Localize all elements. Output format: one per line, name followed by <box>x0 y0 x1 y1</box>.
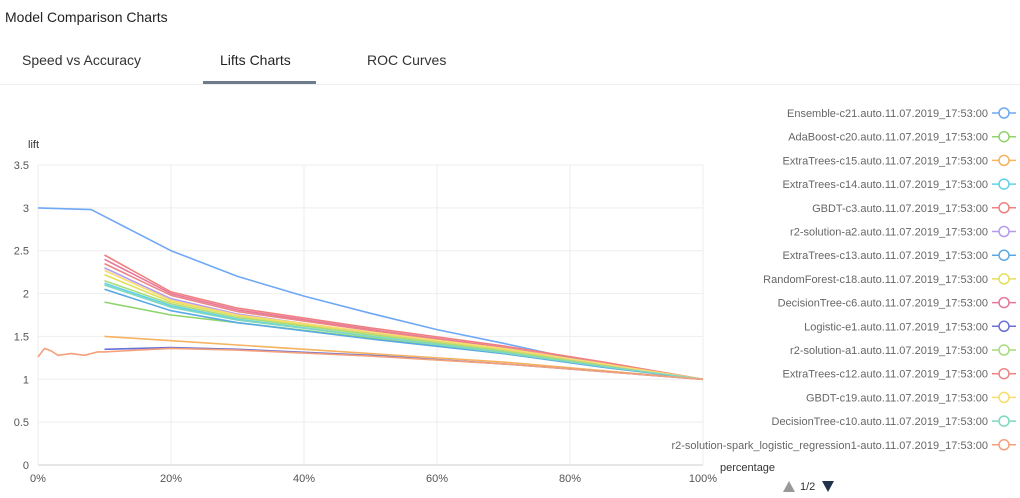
series-line-5 <box>104 254 704 381</box>
series-line-6 <box>104 267 704 381</box>
legend-item-label: DecisionTree-c10.auto.11.07.2019_17:53:0… <box>772 416 989 428</box>
legend-marker-icon[interactable] <box>998 249 1010 261</box>
chart-tabs: Speed vs Accuracy Lifts Charts ROC Curve… <box>0 40 1020 85</box>
page-up-icon[interactable] <box>783 481 795 492</box>
legend-item-label: RandomForest-c18.auto.11.07.2019_17:53:0… <box>763 274 988 286</box>
legend-item-label: r2-solution-a2.auto.11.07.2019_17:53:00 <box>790 227 988 239</box>
legend-marker-icon[interactable] <box>998 178 1010 190</box>
legend-item-label: Logistic-e1.auto.11.07.2019_17:53:00 <box>804 321 988 333</box>
x-tick-label: 20% <box>160 473 182 485</box>
series-line-14 <box>104 284 704 381</box>
x-tick-label: 60% <box>426 473 448 485</box>
y-tick-label: 3.5 <box>14 160 29 172</box>
y-tick-label: 2 <box>23 289 29 301</box>
legend-pager: 1/2 <box>783 481 834 493</box>
legend-item-label: ExtraTrees-c14.auto.11.07.2019_17:53:00 <box>783 179 988 191</box>
legend-marker-icon[interactable] <box>998 107 1010 119</box>
legend-item-label: ExtraTrees-c12.auto.11.07.2019_17:53:00 <box>783 369 988 381</box>
active-tab-indicator <box>203 81 316 84</box>
y-tick-label: 2.5 <box>14 246 29 258</box>
legend-item-label: r2-solution-a1.auto.11.07.2019_17:53:00 <box>790 345 988 357</box>
series-line-7 <box>104 288 704 381</box>
legend-marker-icon[interactable] <box>998 344 1010 356</box>
page-title: Model Comparison Charts <box>5 9 168 25</box>
x-tick-label: 40% <box>293 473 315 485</box>
legend-item-label: ExtraTrees-c13.auto.11.07.2019_17:53:00 <box>783 250 988 262</box>
y-tick-label: 1 <box>23 374 29 386</box>
legend-item-label: r2-solution-spark_logistic_regression1-a… <box>671 440 988 452</box>
y-tick-label: 1.5 <box>14 331 29 343</box>
series-line-3 <box>104 335 704 381</box>
legend-marker-icon[interactable] <box>998 154 1010 167</box>
series-line-15 <box>37 347 704 381</box>
legend-item-label: AdaBoost-c20.auto.11.07.2019_17:53:00 <box>788 132 988 144</box>
x-axis-label: percentage <box>720 462 775 474</box>
legend-item-label: GBDT-c19.auto.11.07.2019_17:53:00 <box>806 392 988 404</box>
legend-marker-icon[interactable] <box>998 439 1010 451</box>
chart-grid <box>37 164 704 466</box>
series-lines <box>37 207 704 381</box>
tab-lifts-charts[interactable]: Lifts Charts <box>220 52 291 68</box>
legend-page-indicator: 1/2 <box>800 481 815 493</box>
legend-marker-icon[interactable] <box>998 225 1010 238</box>
y-tick-label: 3 <box>23 203 29 215</box>
legend-marker-icon[interactable] <box>998 130 1010 143</box>
legend-marker-icon[interactable] <box>998 367 1010 380</box>
legend-marker-icon[interactable] <box>998 296 1010 309</box>
legend-marker-icon[interactable] <box>998 391 1010 404</box>
legend-item-label: ExtraTrees-c15.auto.11.07.2019_17:53:00 <box>783 155 988 167</box>
legend: Ensemble-c21.auto.11.07.2019_17:53:00 Ada… <box>671 107 1016 452</box>
page-down-icon[interactable] <box>822 481 834 492</box>
legend-marker-icon[interactable] <box>998 320 1010 333</box>
legend-item-label: DecisionTree-c6.auto.11.07.2019_17:53:00 <box>778 298 988 310</box>
legend-item-label: Ensemble-c21.auto.11.07.2019_17:53:00 <box>787 108 988 120</box>
x-tick-label: 80% <box>559 473 581 485</box>
tab-speed-vs-accuracy[interactable]: Speed vs Accuracy <box>22 52 142 68</box>
y-tick-label: 0 <box>23 460 29 472</box>
x-axis-ticks: 0% 20% 40% 60% 80% 100% <box>30 473 717 485</box>
legend-marker-icon[interactable] <box>998 273 1010 285</box>
tab-roc-curves[interactable]: ROC Curves <box>367 52 447 68</box>
series-line-13 <box>104 269 704 381</box>
legend-item-label: GBDT-c3.auto.11.07.2019_17:53:00 <box>812 203 988 215</box>
y-axis-ticks: 0 0.5 1 1.5 2 2.5 3 3.5 <box>14 160 29 472</box>
y-tick-label: 0.5 <box>14 417 29 429</box>
y-axis-label: lift <box>28 139 39 151</box>
legend-marker-icon[interactable] <box>998 415 1010 427</box>
x-tick-label: 100% <box>689 473 717 485</box>
series-line-9 <box>104 258 704 381</box>
legend-marker-icon[interactable] <box>998 202 1010 214</box>
x-tick-label: 0% <box>30 473 46 485</box>
